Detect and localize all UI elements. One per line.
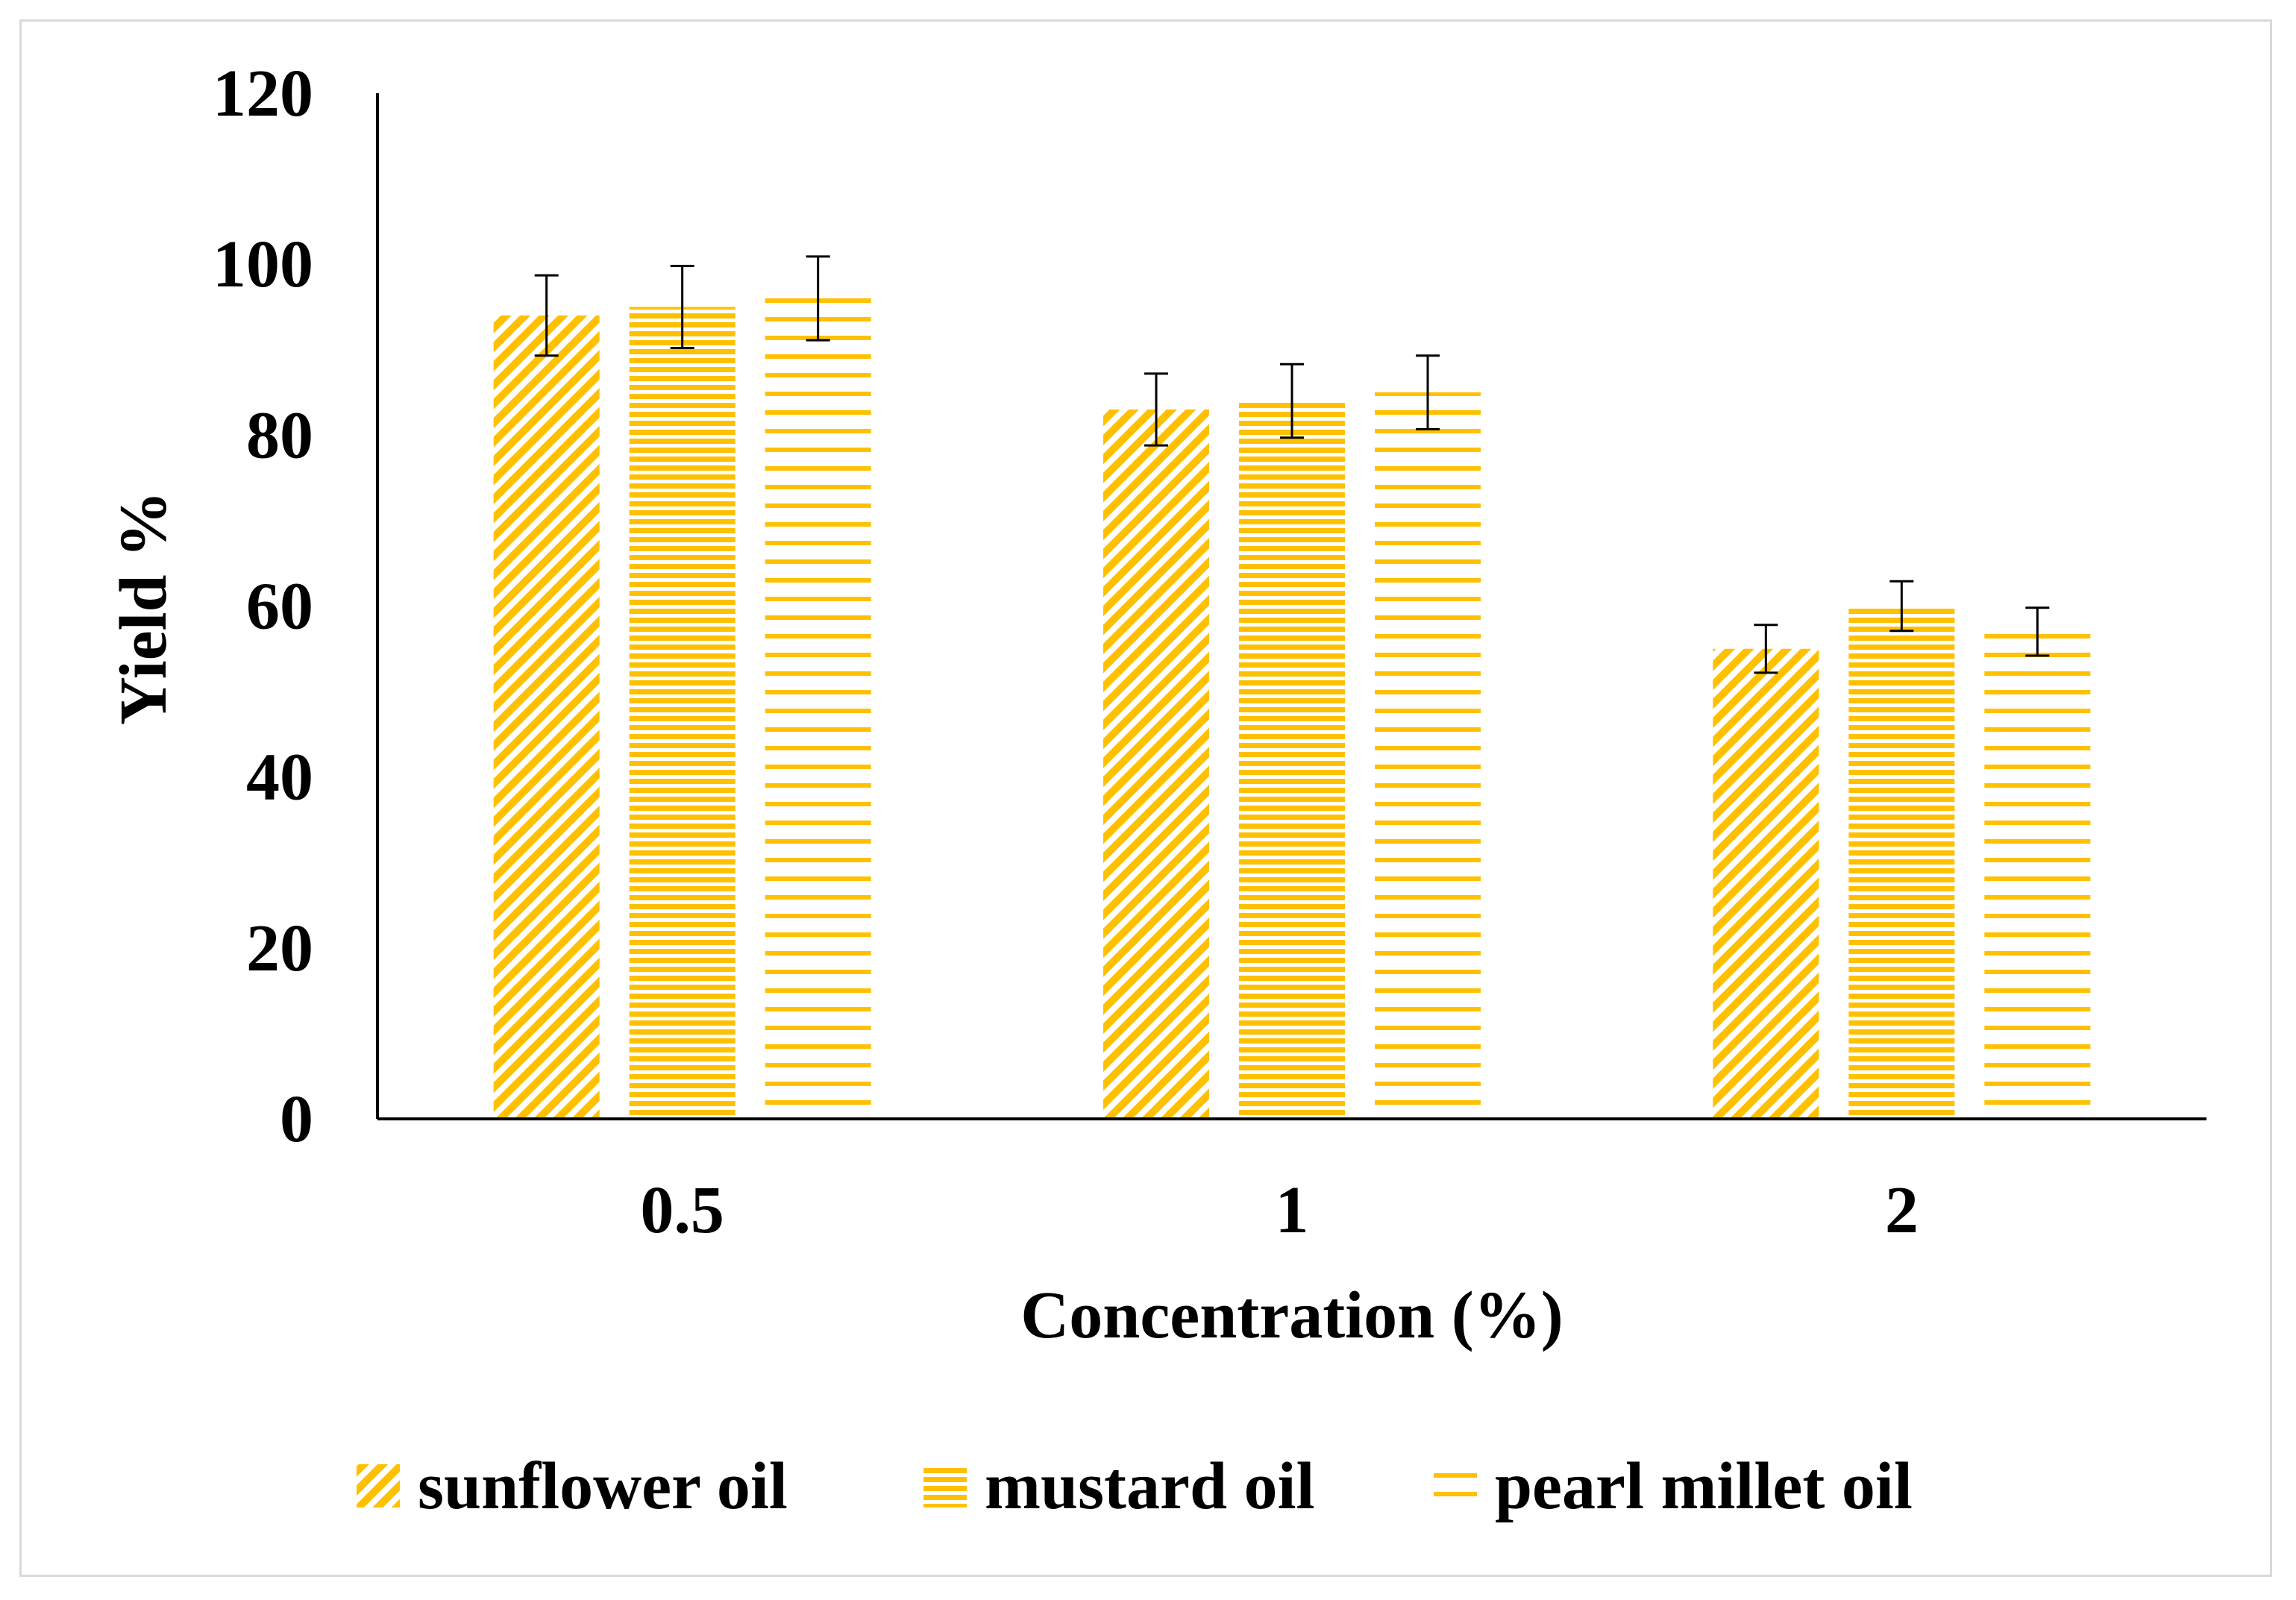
y-tick-labels: 0 20 40 60 80 100 120 — [213, 57, 313, 1156]
error-bar-pearl-millet-oil-0.5 — [806, 255, 830, 342]
legend-swatch — [923, 1464, 967, 1508]
y-tick-label: 120 — [213, 57, 313, 131]
legend-label: pearl millet oil — [1495, 1449, 1913, 1523]
error-bar-pearl-millet-oil-1 — [1416, 354, 1440, 430]
bar-pearl-millet-oil-1 — [1375, 392, 1481, 1119]
y-tick-label: 60 — [246, 570, 313, 644]
legend-item-sunflower-oil: sunflower oil — [357, 1449, 788, 1523]
legend: sunflower oil mustard oil pearl millet oil — [357, 1449, 1913, 1523]
bar-mustard-oil-0.5 — [629, 307, 735, 1119]
x-tick-label: 2 — [1885, 1173, 1919, 1247]
bar-sunflower-oil-2 — [1713, 648, 1819, 1119]
y-tick-label: 40 — [246, 741, 313, 815]
bar-pearl-millet-oil-0.5 — [765, 298, 871, 1119]
y-tick-label: 20 — [246, 912, 313, 985]
legend-swatch — [1434, 1464, 1477, 1508]
error-bar-mustard-oil-1 — [1280, 363, 1304, 439]
y-tick-label: 0 — [280, 1082, 313, 1156]
y-tick-label: 100 — [213, 228, 313, 301]
bar-pearl-millet-oil-2 — [1984, 631, 2091, 1119]
x-axis-title: Concentration (%) — [1020, 1279, 1563, 1352]
x-tick-label: 1 — [1276, 1173, 1309, 1247]
y-tick-label: 80 — [246, 398, 313, 472]
legend-item-mustard-oil: mustard oil — [923, 1449, 1315, 1523]
legend-label: mustard oil — [985, 1449, 1315, 1523]
error-bar-mustard-oil-2 — [1889, 580, 1914, 633]
bars-layer — [493, 298, 2091, 1120]
error-bar-sunflower-oil-0.5 — [534, 274, 559, 357]
chart-frame — [19, 19, 2272, 1577]
x-tick-labels: 0.5 1 2 — [640, 1173, 1918, 1247]
error-bar-pearl-millet-oil-2 — [2025, 606, 2050, 657]
x-tick-label: 0.5 — [640, 1173, 724, 1247]
error-bars-layer — [534, 255, 2050, 674]
error-bar-sunflower-oil-1 — [1144, 372, 1168, 447]
bar-sunflower-oil-0.5 — [493, 315, 600, 1120]
legend-item-pearl-millet-oil: pearl millet oil — [1434, 1449, 1913, 1523]
bar-mustard-oil-2 — [1848, 606, 1955, 1119]
bar-sunflower-oil-1 — [1103, 409, 1209, 1119]
legend-label: sunflower oil — [418, 1449, 788, 1523]
y-axis-title: Yield % — [107, 491, 181, 725]
error-bar-mustard-oil-0.5 — [670, 264, 694, 349]
error-bar-sunflower-oil-2 — [1754, 624, 1778, 674]
legend-swatch — [357, 1464, 400, 1508]
bar-mustard-oil-1 — [1239, 401, 1345, 1119]
